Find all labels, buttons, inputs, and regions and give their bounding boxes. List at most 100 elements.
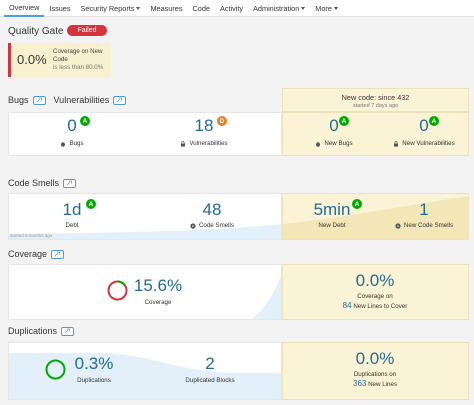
coverage-panel [8, 264, 282, 320]
bugs-drilldown-button[interactable] [32, 95, 46, 105]
new-debt-value[interactable]: 5min [313, 200, 351, 219]
duplicated-blocks-label: Duplicated Blocks [185, 377, 235, 384]
duplicated-blocks-metric[interactable]: 2 Duplicated Blocks [172, 354, 248, 385]
coverage-drilldown-button[interactable] [51, 249, 65, 259]
new-vulnerabilities-rating[interactable]: A [429, 116, 439, 126]
bugs-label-row: Bugs [40, 140, 104, 147]
coverage-new-code-panel [282, 264, 469, 320]
tab-label: More [315, 3, 332, 13]
code-smells-new-history-chart [283, 196, 468, 239]
new-lines-value[interactable]: 363 [353, 379, 367, 388]
new-vulnerabilities-value[interactable]: 0 [419, 116, 429, 135]
tab-administration[interactable]: Administration [248, 0, 310, 17]
code-smells-panel [8, 193, 282, 240]
new-coverage-label: Coverage on [357, 293, 393, 300]
new-bugs-value[interactable]: 0 [329, 116, 339, 135]
debt-metric[interactable]: 1d Debt [40, 200, 104, 230]
bugs-value[interactable]: 0 [67, 116, 77, 135]
new-coverage-value[interactable]: 0.0% [355, 271, 395, 290]
condition-value: 0.0% [17, 52, 47, 67]
tab-measures[interactable]: Measures [145, 0, 187, 17]
bug-icon [61, 141, 66, 147]
link-icon [54, 251, 60, 257]
vulnerabilities-label-row: Vulnerabilities [168, 140, 240, 147]
tab-code[interactable]: Code [188, 0, 215, 17]
bugs-label: Bugs [69, 140, 84, 147]
code-smells-new-code-panel [282, 193, 469, 240]
duplications-donut[interactable] [45, 359, 66, 380]
duplications-new-code-panel [282, 342, 469, 400]
vulnerabilities-label: Vulnerabilities [189, 140, 228, 147]
new-code-smells-value[interactable]: 1 [419, 200, 429, 219]
new-vulnerabilities-metric[interactable]: 0 New Vulnerabilities [384, 117, 464, 147]
new-bugs-rating[interactable]: A [339, 116, 349, 126]
coverage-metric[interactable]: 15.6% Coverage [128, 276, 188, 307]
new-duplications-label: Duplications on [353, 371, 397, 378]
bugs-rating[interactable]: A [80, 116, 90, 126]
tab-label: Code [192, 3, 210, 13]
condition-metric: Coverage on New Code [53, 48, 103, 63]
lock-icon [181, 140, 186, 147]
new-vulnerabilities-label: New Vulnerabilities [402, 140, 455, 147]
tab-more[interactable]: More [310, 0, 343, 17]
debt-rating[interactable]: A [86, 199, 96, 209]
new-lines-to-cover-value[interactable]: 84 [342, 301, 352, 310]
vulnerabilities-drilldown-button[interactable] [113, 95, 127, 105]
new-bugs-metric[interactable]: 0 New Bugs [304, 117, 364, 147]
new-code-period-title: New code: since 432 [341, 93, 410, 102]
new-code-smells-metric[interactable]: 1 New Code Smells [384, 201, 464, 229]
new-duplications-value[interactable]: 0.0% [355, 349, 395, 368]
duplications-title: Duplications [8, 326, 58, 336]
bug-icon [316, 141, 321, 147]
duplications-section-title: Duplications [8, 326, 75, 336]
debt-label: Debt [65, 222, 79, 229]
duplications-panel [8, 342, 282, 400]
new-vulnerabilities-label-row: New Vulnerabilities [384, 140, 464, 147]
coverage-section-title: Coverage [8, 249, 65, 259]
code-smells-value[interactable]: 48 [202, 200, 222, 219]
tab-security-reports[interactable]: Security Reports [76, 0, 146, 17]
new-coverage-metric[interactable]: 0.0% Coverage on 84 New Lines to Cover [325, 271, 425, 311]
condition-threshold: is less than 80.0% [53, 64, 104, 71]
tab-label: Overview [9, 2, 40, 12]
code-smells-metric[interactable]: 48 Code Smells [176, 201, 248, 229]
code-smells-label: Code Smells [198, 222, 235, 229]
coverage-donut[interactable] [107, 280, 128, 301]
new-code-smells-label-row: New Code Smells [384, 222, 464, 229]
new-duplications-metric[interactable]: 0.0% Duplications on 363 New Lines [325, 349, 425, 389]
tab-label: Security Reports [80, 3, 135, 13]
vulnerabilities-value[interactable]: 18 [194, 116, 214, 135]
status-badge: Failed [67, 25, 107, 36]
tab-overview[interactable]: Overview [4, 0, 45, 17]
coverage-title: Coverage [8, 249, 48, 259]
duplications-value[interactable]: 0.3% [74, 354, 114, 373]
tab-label: Issues [49, 3, 71, 13]
new-code-period-subtitle: started 7 days ago [352, 103, 399, 109]
coverage-value[interactable]: 15.6% [133, 276, 183, 295]
new-debt-rating[interactable]: A [352, 199, 362, 209]
debt-value[interactable]: 1d [62, 200, 82, 219]
quality-gate-title: Quality Gate i [8, 26, 75, 37]
tab-activity[interactable]: Activity [215, 0, 248, 17]
link-icon [36, 97, 42, 103]
vulnerabilities-rating[interactable]: D [217, 116, 227, 126]
new-code-period-header: New code: since 432 started 7 days ago [282, 88, 469, 112]
duplicated-blocks-value[interactable]: 2 [205, 354, 215, 373]
quality-gate-label: Quality Gate [8, 26, 64, 37]
duplications-drilldown-button[interactable] [61, 326, 75, 336]
code-smell-icon [190, 222, 196, 229]
link-icon [116, 97, 123, 103]
chevron-down-icon [136, 6, 141, 10]
top-nav: Overview Issues Security Reports Measure… [0, 0, 474, 17]
tab-label: Activity [219, 3, 244, 13]
bugs-metric[interactable]: 0 Bugs [40, 117, 104, 147]
vulnerabilities-metric[interactable]: 18 Vulnerabilities [168, 117, 240, 147]
code-smells-drilldown-button[interactable] [63, 178, 77, 188]
tab-issues[interactable]: Issues [44, 0, 75, 17]
link-icon [64, 328, 70, 334]
new-debt-metric[interactable]: 5min New Debt [304, 200, 360, 230]
code-smells-label-row: Code Smells [176, 222, 248, 229]
duplications-metric[interactable]: 0.3% Duplications [66, 354, 122, 385]
new-lines-to-cover-row: 84 New Lines to Cover [325, 301, 425, 310]
failed-condition[interactable]: 0.0% Coverage on New Code is less than 8… [8, 43, 111, 77]
